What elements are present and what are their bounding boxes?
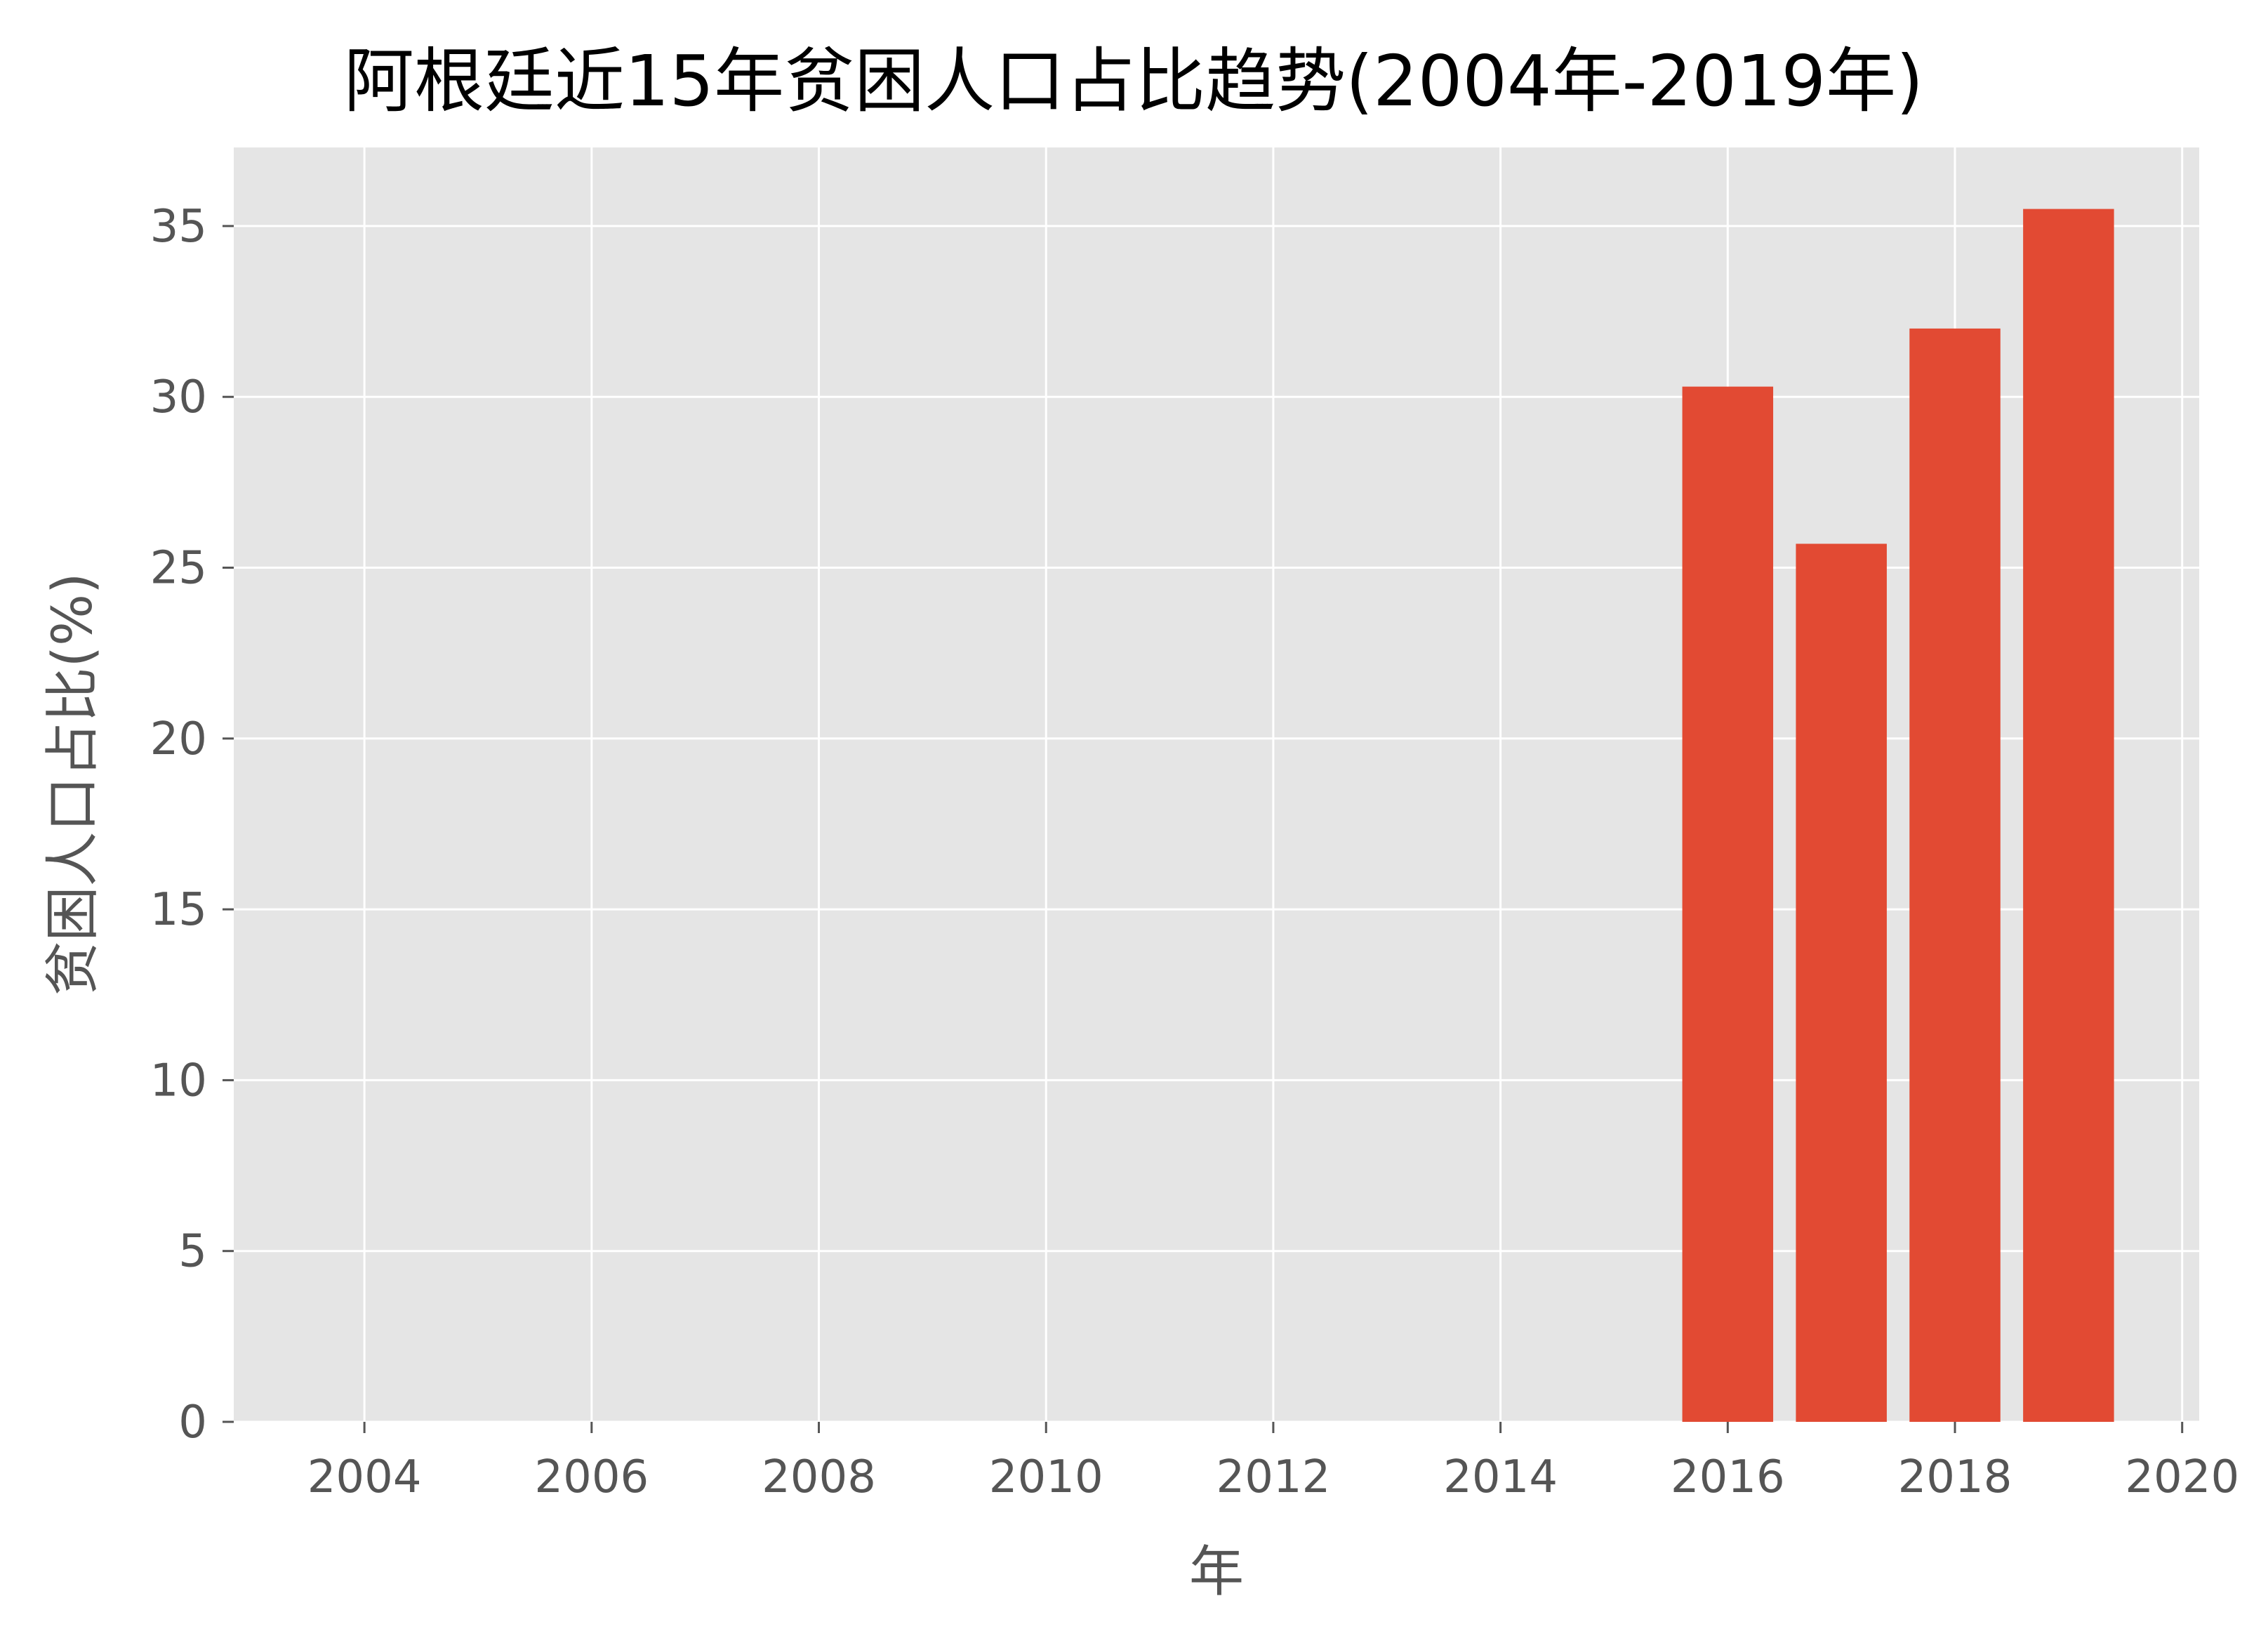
chart-title: 阿根廷近15年贫困人口占比趋势(2004年-2019年) (344, 40, 1923, 122)
plot-area (234, 147, 2199, 1422)
y-tick-label: 10 (150, 1055, 207, 1107)
x-tick-label: 2012 (1216, 1451, 1330, 1503)
y-tick-label: 5 (178, 1226, 207, 1278)
x-tick-label: 2018 (1898, 1451, 2012, 1503)
y-tick-label: 30 (150, 371, 207, 423)
bar-2019 (2023, 209, 2114, 1422)
bars (1682, 209, 2114, 1422)
bar-2018 (1909, 328, 2001, 1422)
bar-2017 (1796, 543, 1887, 1422)
x-tick-label: 2020 (2125, 1451, 2239, 1503)
x-tick-label: 2016 (1671, 1451, 1785, 1503)
y-tick-label: 20 (150, 713, 207, 765)
y-axis-label: 贫困人口占比(%) (41, 573, 105, 996)
x-tick-label: 2010 (989, 1451, 1103, 1503)
y-axis-ticks: 0 5 10 15 20 25 30 35 (150, 201, 234, 1449)
x-axis-label: 年 (1189, 1541, 1244, 1604)
y-tick-label: 15 (150, 884, 207, 936)
x-tick-label: 2006 (534, 1451, 649, 1503)
y-tick-label: 0 (178, 1397, 207, 1449)
x-tick-label: 2004 (307, 1451, 422, 1503)
x-axis-ticks: 2004 2006 2008 2010 2012 2014 2016 2018 2020 (307, 1422, 2239, 1503)
x-tick-label: 2008 (762, 1451, 876, 1503)
x-tick-label: 2014 (1443, 1451, 1558, 1503)
bar-2016 (1682, 386, 1774, 1422)
y-tick-label: 35 (150, 201, 207, 253)
y-tick-label: 25 (150, 543, 207, 595)
